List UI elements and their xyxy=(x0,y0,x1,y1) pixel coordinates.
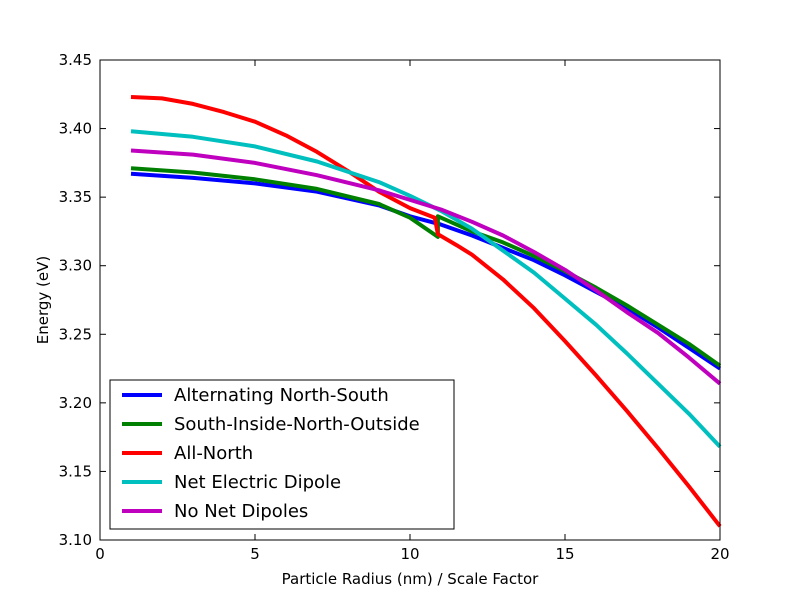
legend: Alternating North-South South-Inside-Nort… xyxy=(109,379,455,530)
y-tick-label: 3.45 xyxy=(59,51,92,69)
plot-lines xyxy=(130,95,722,528)
x-axis-label: Particle Radius (nm) / Scale Factor xyxy=(282,570,540,588)
legend-label-1: South-Inside-North-Outside xyxy=(174,414,420,435)
series-line-4 xyxy=(130,148,722,386)
y-tick-label: 3.25 xyxy=(59,325,92,343)
y-tick-label: 3.30 xyxy=(59,257,92,275)
x-tick-label: 20 xyxy=(710,545,729,563)
y-tick-label: 3.40 xyxy=(59,120,92,138)
legend-label-2: All-North xyxy=(174,443,253,464)
series-line-2 xyxy=(130,95,722,528)
legend-label-4: No Net Dipoles xyxy=(174,501,308,522)
legend-label-3: Net Electric Dipole xyxy=(174,472,341,493)
legend-box xyxy=(109,379,455,530)
x-tick-label: 10 xyxy=(400,545,419,563)
y-tick-label: 3.15 xyxy=(59,462,92,480)
x-tick-label: 15 xyxy=(555,545,574,563)
series-line-3 xyxy=(130,129,722,449)
y-axis-label: Energy (eV) xyxy=(34,256,52,344)
y-tick-label: 3.10 xyxy=(59,531,92,549)
series-line-1 xyxy=(130,166,722,368)
x-tick-label: 0 xyxy=(95,545,105,563)
x-tick-label: 5 xyxy=(250,545,260,563)
legend-label-0: Alternating North-South xyxy=(174,385,389,406)
y-tick-label: 3.20 xyxy=(59,394,92,412)
axis-ticks: 0 5 10 15 20 3.10 3.15 3.20 3.25 3.30 3.35 3.40 3.45 xyxy=(59,51,730,563)
y-tick-label: 3.35 xyxy=(59,188,92,206)
